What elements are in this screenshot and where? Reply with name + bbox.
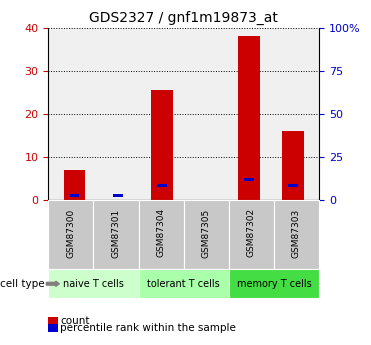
Title: GDS2327 / gnf1m19873_at: GDS2327 / gnf1m19873_at [89, 11, 278, 25]
Text: GSM87301: GSM87301 [111, 208, 121, 257]
Text: naive T cells: naive T cells [63, 279, 124, 289]
Text: GSM87305: GSM87305 [202, 208, 211, 257]
Text: GSM87302: GSM87302 [247, 208, 256, 257]
Bar [157, 184, 167, 187]
Text: memory T cells: memory T cells [237, 279, 311, 289]
Text: count: count [60, 316, 90, 325]
Text: percentile rank within the sample: percentile rank within the sample [60, 323, 236, 333]
Text: tolerant T cells: tolerant T cells [147, 279, 220, 289]
Bar [63, 170, 85, 200]
Bar [151, 90, 173, 200]
Text: GSM87303: GSM87303 [292, 208, 301, 257]
Bar [282, 131, 304, 200]
Bar [244, 178, 254, 181]
Text: cell type: cell type [0, 279, 45, 289]
Text: GSM87300: GSM87300 [66, 208, 75, 257]
Bar [69, 194, 79, 197]
Bar [238, 36, 260, 200]
Bar [288, 184, 298, 187]
Bar [113, 194, 123, 197]
Text: GSM87304: GSM87304 [157, 208, 165, 257]
